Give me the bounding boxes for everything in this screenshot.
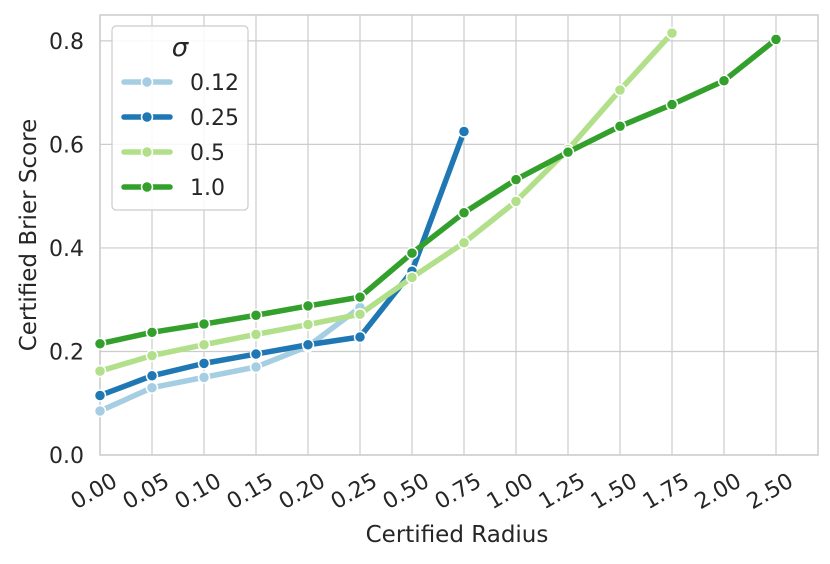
x-tick-label: 2.00 <box>691 469 746 515</box>
data-point <box>561 145 575 159</box>
data-point <box>405 246 419 260</box>
y-tick-label: 0.0 <box>49 444 84 469</box>
data-point <box>717 74 731 87</box>
data-point <box>145 349 159 362</box>
data-point <box>249 308 263 322</box>
series-line <box>97 304 363 414</box>
data-point <box>145 381 159 394</box>
y-tick-label: 0.2 <box>49 340 84 365</box>
y-tick-label: 0.4 <box>49 237 84 262</box>
x-tick-label: 2.50 <box>743 469 798 515</box>
x-tick-label: 1.25 <box>535 469 590 515</box>
legend: σ 0.12 0.25 0.5 1.0 <box>111 25 249 211</box>
legend-label: 1.0 <box>190 176 225 201</box>
data-point <box>353 330 367 344</box>
data-point <box>197 357 211 370</box>
series-0.5 <box>93 26 679 378</box>
legend-label: 0.5 <box>190 141 225 166</box>
data-point <box>353 290 367 304</box>
data-point <box>249 347 263 361</box>
data-point <box>613 83 627 97</box>
series-line <box>97 30 675 374</box>
series-line <box>97 36 779 347</box>
legend-item: 0.12 <box>121 71 239 96</box>
data-point <box>197 338 211 351</box>
x-tick-label: 1.75 <box>639 469 694 515</box>
data-point <box>197 317 211 331</box>
data-point <box>249 360 263 374</box>
x-tick-label: 0.05 <box>119 469 174 515</box>
legend-swatch-marker <box>140 180 154 194</box>
data-point <box>665 98 679 111</box>
x-tick-labels: 0.000.050.100.150.200.250.500.751.001.25… <box>67 469 798 515</box>
data-point <box>613 120 627 133</box>
data-point <box>93 389 107 402</box>
y-axis-label: Certified Brier Score <box>16 119 42 352</box>
x-tick-label: 0.75 <box>431 469 486 515</box>
x-axis-label: Certified Radius <box>366 522 549 548</box>
y-tick-label: 0.8 <box>49 30 84 55</box>
legend-swatch-marker <box>140 145 154 159</box>
data-point <box>249 328 263 341</box>
x-tick-label: 1.00 <box>483 469 538 515</box>
plot-frame <box>99 14 819 456</box>
x-tick-label: 0.15 <box>223 469 278 515</box>
data-point <box>509 195 523 208</box>
series-1.0 <box>93 33 783 350</box>
data-point <box>145 369 159 383</box>
x-tick-label: 0.10 <box>171 469 226 515</box>
data-point <box>301 318 315 331</box>
data-point <box>405 271 419 284</box>
x-tick-label: 0.25 <box>327 469 382 515</box>
series-lines <box>93 26 783 418</box>
x-tick-label: 0.50 <box>379 469 434 515</box>
legend-items: 0.12 0.25 0.5 1.0 <box>121 71 239 201</box>
x-tick-label: 0.00 <box>67 469 122 515</box>
legend-swatch-marker <box>140 75 154 89</box>
data-point <box>301 338 315 351</box>
legend-box <box>111 25 249 211</box>
x-tick-label: 0.20 <box>275 469 330 515</box>
data-point <box>93 404 107 418</box>
y-tick-labels: 0.0 0.2 0.4 0.6 0.8 <box>49 30 84 469</box>
legend-item: 1.0 <box>121 176 225 201</box>
data-point <box>457 206 471 219</box>
legend-title: σ <box>172 33 190 63</box>
data-point <box>457 236 471 250</box>
data-point <box>769 33 783 46</box>
x-tick-label: 1.50 <box>587 469 642 515</box>
legend-label: 0.25 <box>190 106 239 131</box>
data-point <box>457 125 471 138</box>
legend-label: 0.12 <box>190 71 239 96</box>
data-point <box>93 364 107 378</box>
legend-item: 0.25 <box>121 106 239 131</box>
data-point <box>145 326 159 339</box>
data-point <box>301 299 315 313</box>
data-point <box>93 337 107 350</box>
plot-border <box>99 14 819 456</box>
data-point <box>197 371 211 384</box>
legend-swatch-marker <box>140 110 154 124</box>
data-point <box>509 173 523 186</box>
data-point <box>353 307 367 321</box>
data-point <box>665 26 679 40</box>
legend-item: 0.5 <box>121 141 225 166</box>
y-tick-label: 0.6 <box>49 133 84 158</box>
